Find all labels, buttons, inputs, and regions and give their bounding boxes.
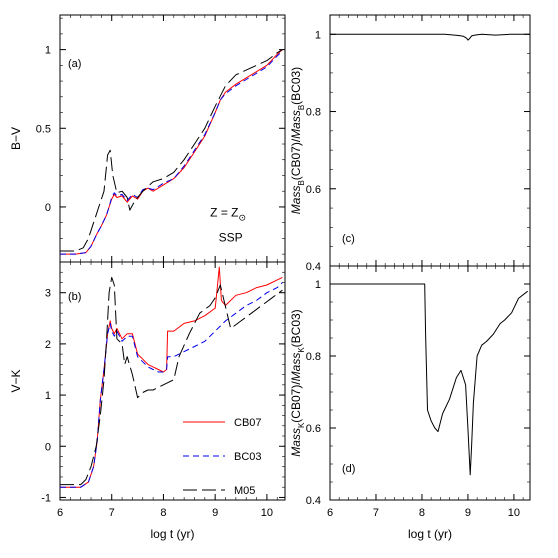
y-tick-label: 2 — [45, 339, 51, 351]
x-tick-label: 8 — [419, 507, 425, 519]
x-tick-label: 10 — [508, 507, 520, 519]
y-axis-title-part: (BC03) — [289, 67, 303, 105]
panel-label: (d) — [342, 463, 355, 475]
y-tick-label: -1 — [41, 492, 51, 504]
panel-label: (c) — [342, 233, 355, 245]
series-line-a-bc03 — [60, 50, 283, 255]
plot-frame-b — [59, 261, 286, 501]
panel-c: 0.40.60.81(c)MassB(CB07)/MassB(BC03) — [289, 14, 531, 273]
y-axis-title-part: B — [297, 180, 306, 185]
annotation-sub: ⊙ — [239, 212, 247, 222]
y-tick-label: 0.8 — [306, 351, 321, 363]
y-axis-title-part: Mass — [289, 186, 303, 215]
x-tick-label: 7 — [373, 507, 379, 519]
series-line-b-bc03 — [60, 282, 283, 488]
y-axis-title-part: B — [297, 105, 306, 110]
y-axis-title-part: K — [297, 422, 306, 428]
x-tick-label: 9 — [465, 507, 471, 519]
x-tick-label: 7 — [109, 507, 115, 519]
legend-label-m05: M05 — [234, 485, 255, 497]
y-axis-title-part: K — [297, 347, 306, 353]
y-axis-title: MassK(CB07)/MassK(BC03) — [289, 309, 306, 456]
panel-b: 6 7 8 9 10 -1 0 1 2 3 (b) log t (yr) V−K CB07 BC03 M05 — [9, 261, 286, 541]
series-line-a-m05 — [60, 49, 283, 252]
y-axis-title-part: (BC03) — [289, 309, 303, 347]
y-tick-label: 0.4 — [306, 261, 321, 273]
legend-label-cb07: CB07 — [234, 417, 262, 429]
annotation: Z = Z⊙ — [210, 205, 246, 222]
y-tick-label: 0.6 — [306, 423, 321, 435]
y-tick-label: 0.4 — [306, 495, 321, 507]
y-tick-label: 1 — [315, 29, 321, 41]
y-axis-title-part: Mass — [289, 428, 303, 457]
y-axis-title-part: (CB07)/ — [289, 381, 303, 423]
series-line-c-ratio — [330, 33, 530, 41]
panel-a: 0 0.5 1 (a) B−V Z = Z⊙ SSP — [9, 14, 286, 263]
y-axis-title: B−V — [9, 127, 23, 150]
x-axis-title: log t (yr) — [150, 527, 194, 541]
y-axis-title-part: Mass — [289, 110, 303, 139]
x-tick-label: 10 — [261, 507, 273, 519]
y-tick-label: 1 — [315, 279, 321, 291]
y-axis-title-part: Mass — [289, 353, 303, 382]
plot-frame-c — [329, 14, 531, 267]
annotation-main: Z = Z — [210, 205, 238, 219]
x-tick-label: 6 — [327, 507, 333, 519]
x-tick-label: 6 — [57, 507, 63, 519]
series-line-b-m05 — [60, 276, 283, 486]
y-axis-title: MassB(CB07)/MassB(BC03) — [289, 67, 306, 214]
y-tick-label: 0.8 — [306, 107, 321, 119]
y-tick-label: 3 — [45, 288, 51, 300]
panel-d: 6 7 8 9 100.40.60.81(d)log t (yr)MassK(CB07)… — [289, 265, 531, 541]
y-tick-label: 1 — [45, 390, 51, 402]
y-axis-title-part: (CB07)/ — [289, 138, 303, 180]
panel-label: (a) — [68, 58, 81, 70]
y-axis-title: V−K — [9, 369, 23, 392]
series-line-d-ratio — [330, 283, 529, 476]
x-tick-label: 9 — [212, 507, 218, 519]
plot-frame-d — [329, 265, 531, 501]
annotation-main: SSP — [219, 231, 243, 245]
x-axis-title: log t (yr) — [408, 527, 452, 541]
plot-frame-a — [59, 14, 286, 263]
legend-label-bc03: BC03 — [234, 451, 262, 463]
y-tick-label: 0.5 — [36, 123, 51, 135]
y-tick-label: 1 — [45, 45, 51, 57]
y-tick-label: 0 — [45, 441, 51, 453]
y-tick-label: 0 — [45, 202, 51, 214]
annotation: SSP — [219, 231, 243, 245]
x-tick-label: 8 — [160, 507, 166, 519]
y-tick-label: 0.6 — [306, 184, 321, 196]
panel-label: (b) — [68, 291, 81, 303]
